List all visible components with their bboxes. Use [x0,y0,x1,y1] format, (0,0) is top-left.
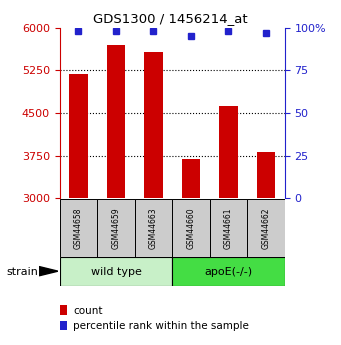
Bar [69,74,88,198]
Text: GSM44660: GSM44660 [187,207,195,249]
Text: GDS1300 / 1456214_at: GDS1300 / 1456214_at [93,12,248,25]
Text: GSM44658: GSM44658 [74,207,83,249]
Text: GSM44663: GSM44663 [149,207,158,249]
Text: GSM44662: GSM44662 [262,207,270,249]
Text: percentile rank within the sample: percentile rank within the sample [73,321,249,331]
Bar [144,51,163,198]
Bar [60,257,172,286]
Text: GSM44659: GSM44659 [112,207,120,249]
Bar [172,257,285,286]
Bar [60,199,97,257]
Text: apoE(-/-): apoE(-/-) [204,267,253,277]
Text: wild type: wild type [90,267,142,277]
Text: count: count [73,306,103,315]
Bar [210,199,247,257]
Polygon shape [39,267,58,276]
Bar [97,199,135,257]
Bar [181,159,200,198]
Bar [247,199,285,257]
Bar [135,199,172,257]
Bar [172,199,210,257]
Bar [106,45,125,198]
Bar [219,106,238,198]
Text: GSM44661: GSM44661 [224,207,233,249]
Bar [256,152,275,198]
Text: strain: strain [7,267,39,276]
